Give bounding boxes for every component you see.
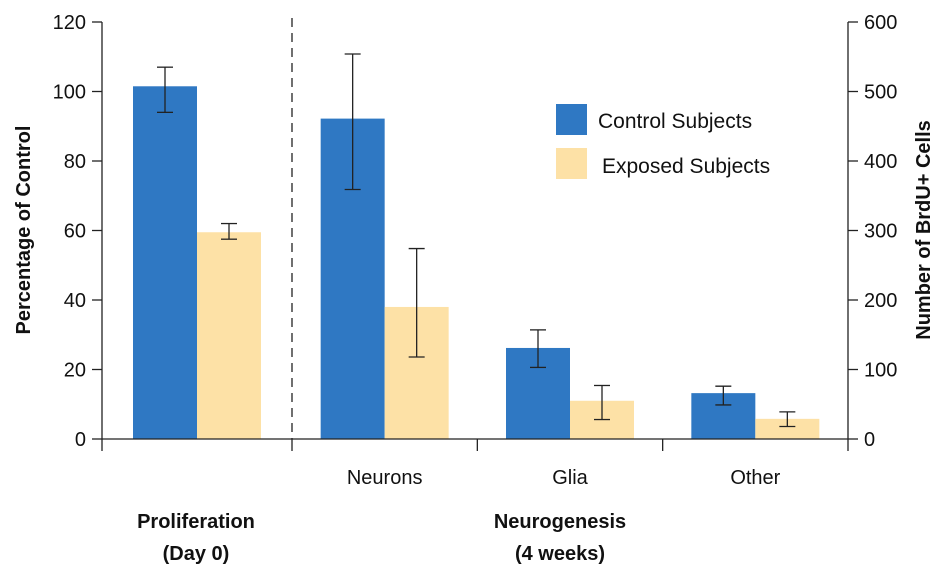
left-tick-label: 40	[64, 290, 86, 312]
legend-label-control: Control Subjects	[598, 110, 752, 133]
category-label-neurons: Neurons	[347, 467, 423, 489]
right-axis-title: Number of BrdU+ Cells	[913, 120, 935, 339]
right-axis-ticks: 0 100 200 300 400 500 600	[848, 12, 897, 451]
group-title-line: Proliferation	[137, 511, 255, 533]
group-title-line: Neurogenesis	[494, 511, 626, 533]
right-tick-label: 0	[864, 429, 875, 451]
bar-exposed-proliferation	[197, 232, 261, 439]
left-tick-label: 100	[53, 82, 86, 104]
left-tick-label: 60	[64, 221, 86, 243]
right-tick-label: 500	[864, 82, 897, 104]
group-titles: Proliferation (Day 0) Neurogenesis (4 weeks…	[137, 511, 626, 565]
left-tick-label: 20	[64, 360, 86, 382]
category-label-other: Other	[730, 467, 780, 489]
left-tick-label: 120	[53, 12, 86, 34]
group-title-line: (Day 0)	[163, 543, 230, 565]
right-tick-label: 300	[864, 221, 897, 243]
legend-label-exposed: Exposed Subjects	[602, 155, 770, 178]
left-tick-label: 80	[64, 151, 86, 173]
bar-exposed-other	[755, 418, 820, 439]
group-title-line: (4 weeks)	[515, 543, 605, 565]
left-axis-title: Percentage of Control	[13, 126, 35, 335]
right-tick-label: 200	[864, 290, 897, 312]
right-tick-label: 600	[864, 12, 897, 34]
right-tick-label: 400	[864, 151, 897, 173]
legend: Control Subjects Exposed Subjects	[556, 104, 770, 179]
bar-control-proliferation	[133, 86, 197, 439]
legend-swatch-control	[556, 104, 587, 135]
left-axis-ticks: 0 20 40 60 80 100 120	[53, 12, 102, 451]
right-tick-label: 100	[864, 360, 897, 382]
category-labels: Neurons Glia Other	[347, 467, 781, 489]
x-axis-ticks	[101, 439, 849, 451]
category-label-glia: Glia	[552, 467, 588, 489]
left-tick-label: 0	[75, 429, 86, 451]
legend-swatch-exposed	[556, 148, 587, 179]
plot-area	[133, 53, 820, 439]
